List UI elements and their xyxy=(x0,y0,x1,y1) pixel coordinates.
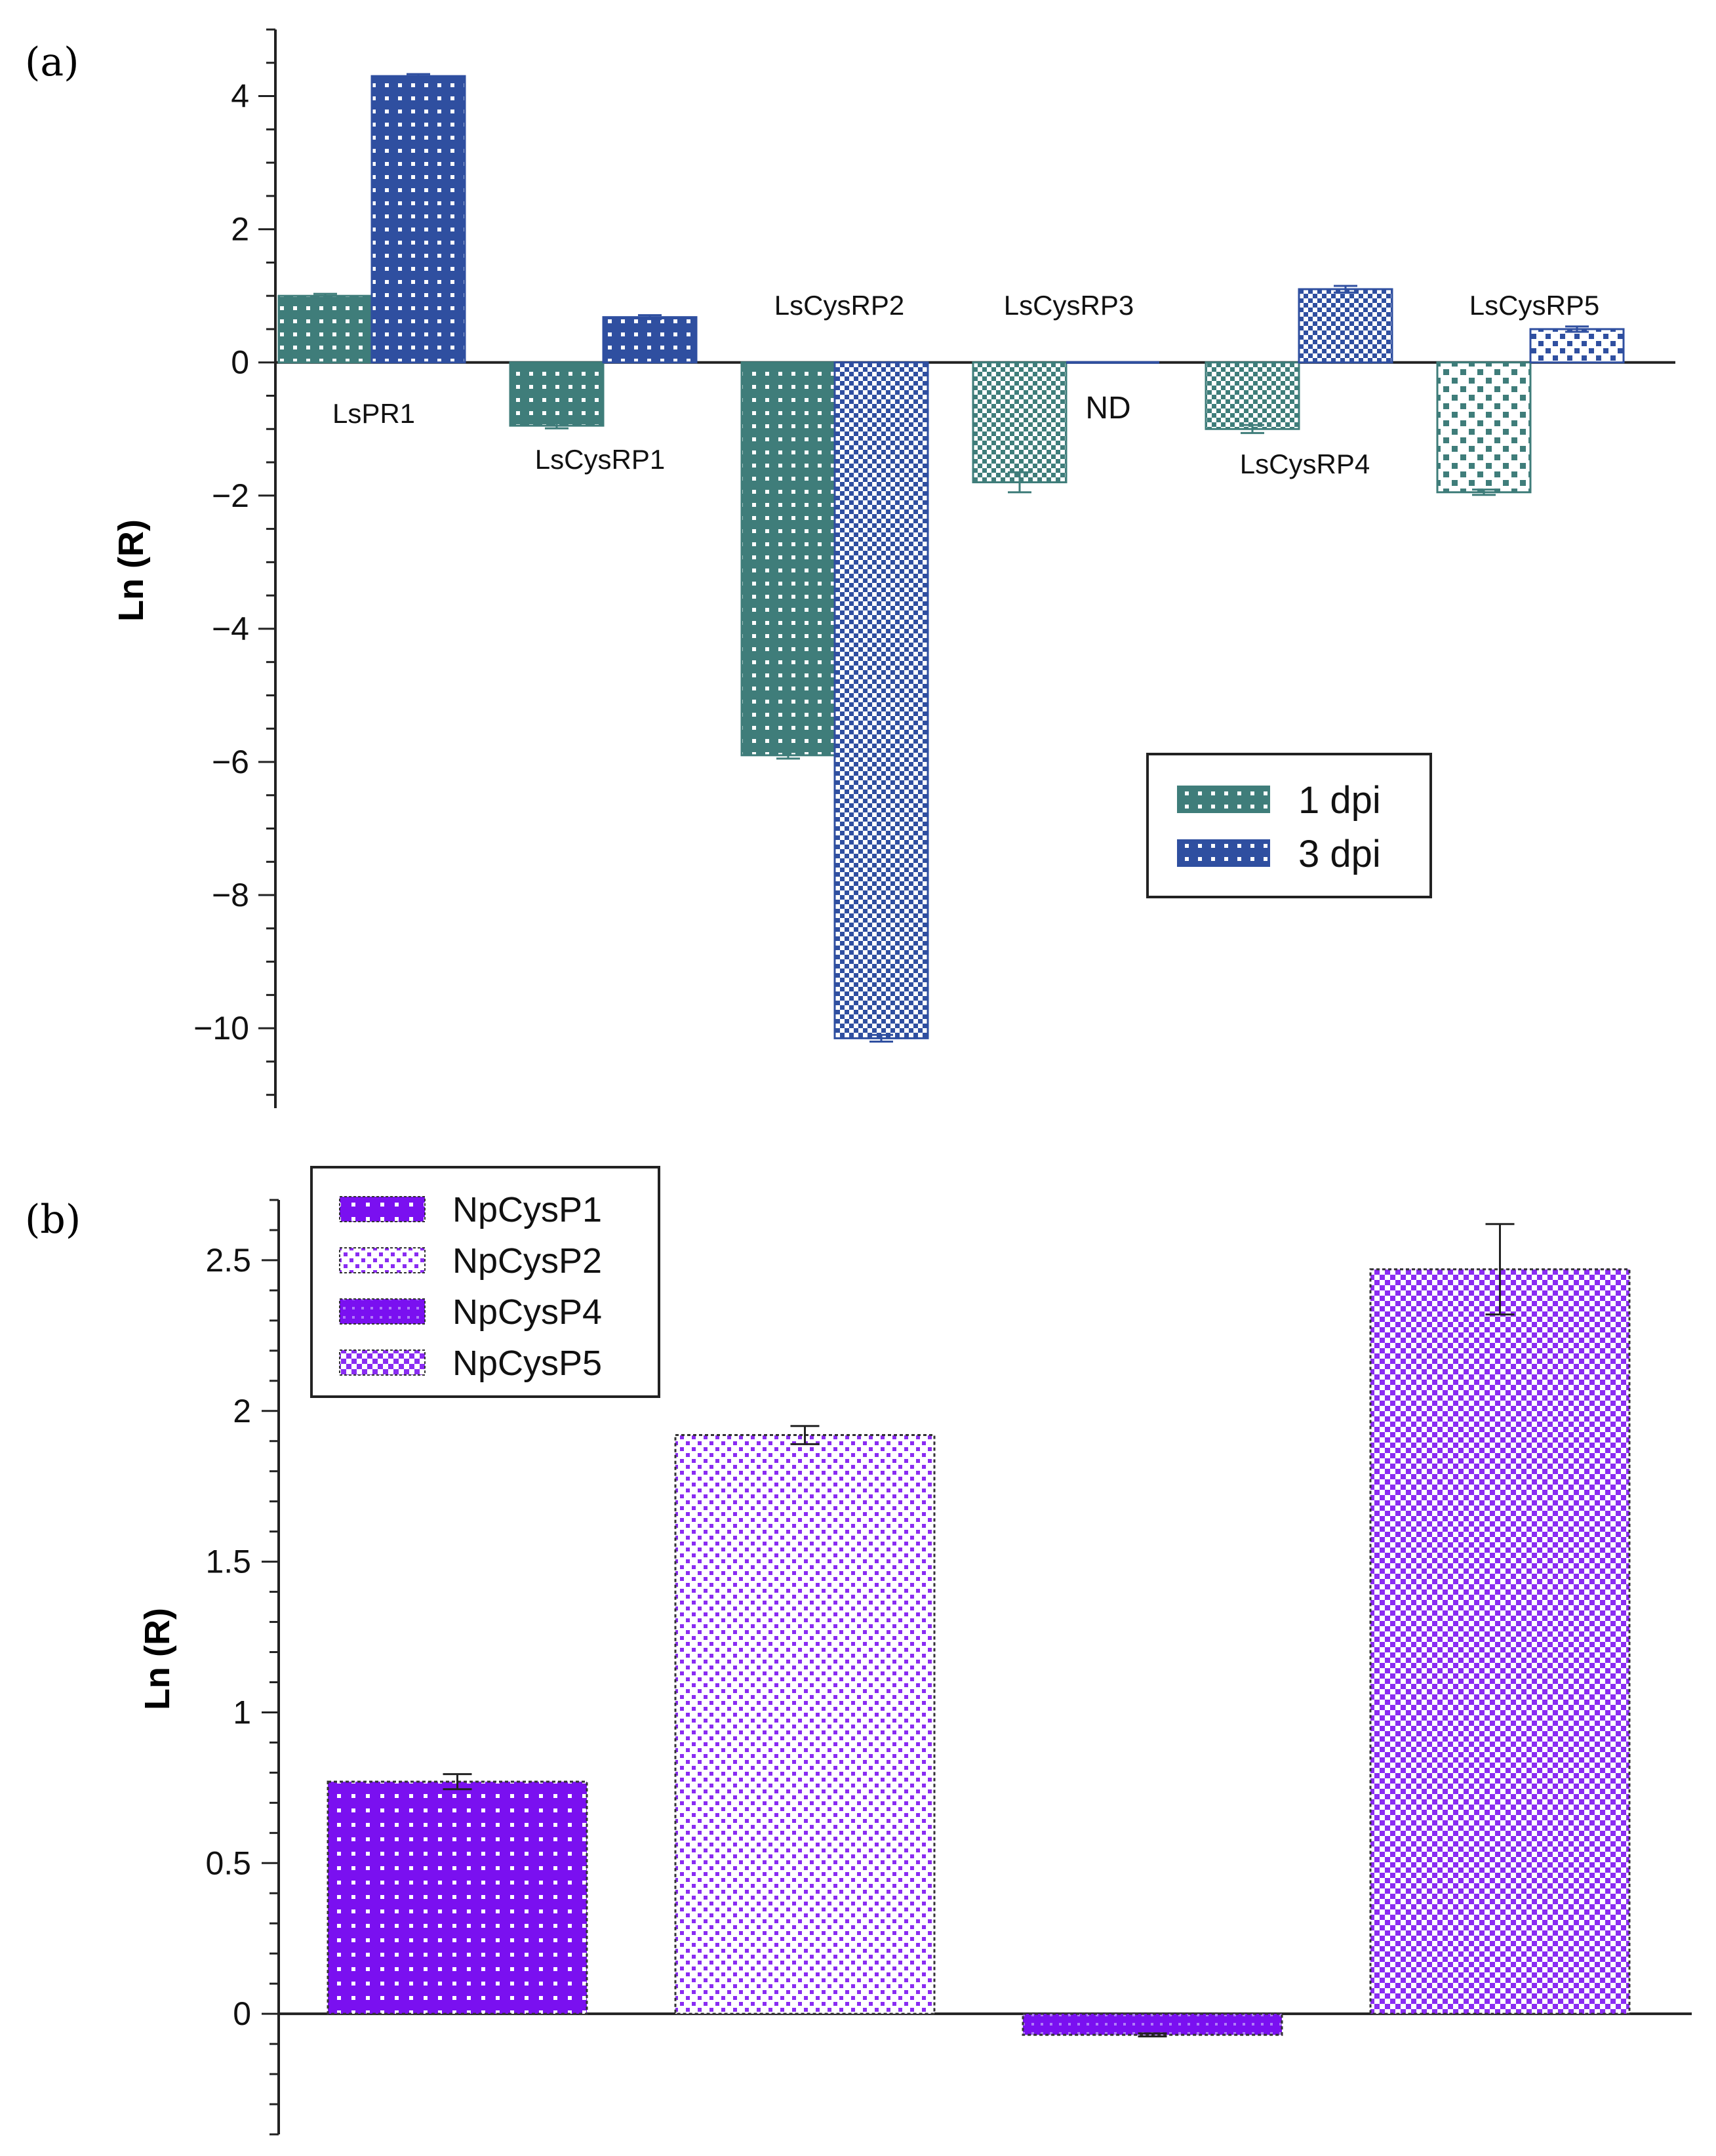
bar-LsCysRP2-3dpi xyxy=(833,361,929,1039)
y-tick-label: −10 xyxy=(193,1010,249,1047)
y-tick-label: 0.5 xyxy=(205,1845,251,1881)
panel-a-y-axis-title: Ln (R) xyxy=(111,519,151,622)
bar-LsCysRP4-1dpi xyxy=(1205,361,1300,430)
panel-a-letter: (a) xyxy=(25,39,79,85)
bar-LsCysRP5-3dpi xyxy=(1529,328,1625,364)
bar-LsCysRP1-3dpi xyxy=(602,316,698,364)
y-tick-label: 1 xyxy=(233,1694,251,1730)
panel-b-y-axis-title: Ln (R) xyxy=(138,1608,177,1710)
panel-b: (b) 0 0.5 1 1.5 2 2.5 Ln (R) NpCysP1 NpCysP2 … xyxy=(25,1166,1692,2136)
category-label-LsCysRP1: LsCysRP1 xyxy=(535,444,665,475)
y-tick-label: 4 xyxy=(231,78,249,115)
category-label-LsCysRP4: LsCysRP4 xyxy=(1240,449,1370,479)
legend-label-npcysp1: NpCysP1 xyxy=(452,1190,602,1229)
bar-NpCysP5 xyxy=(1369,1268,1631,2015)
legend-swatch-npcysp4 xyxy=(339,1298,426,1325)
category-label-LsCysRP3: LsCysRP3 xyxy=(1004,290,1134,321)
bar-LsCysRP3-1dpi xyxy=(972,361,1068,483)
panel-b-legend: NpCysP1 NpCysP2 NpCysP4 NpCysP5 xyxy=(310,1166,660,1398)
bar-LsCysRP1-1dpi xyxy=(509,361,605,427)
panel-b-letter: (b) xyxy=(25,1197,81,1243)
legend-label-3dpi: 3 dpi xyxy=(1298,833,1381,875)
y-tick-label: −6 xyxy=(212,744,249,780)
y-tick-label: 0 xyxy=(231,344,249,381)
y-tick-label: −2 xyxy=(212,477,249,514)
bar-LsCysRP4-3dpi xyxy=(1298,288,1393,364)
legend-swatch-npcysp1 xyxy=(339,1196,426,1222)
panel-b-bars xyxy=(327,1223,1631,2038)
annotation-nd: ND xyxy=(1085,391,1130,426)
legend-label-npcysp4: NpCysP4 xyxy=(452,1292,602,1332)
bar-NpCysP1 xyxy=(327,1780,588,2015)
legend-box xyxy=(1146,753,1432,898)
legend-label-npcysp5: NpCysP5 xyxy=(452,1344,602,1383)
panel-a-legend: 1 dpi 3 dpi xyxy=(1146,753,1432,898)
bar-LsCysRP2-1dpi xyxy=(740,361,836,757)
legend-swatch-1dpi xyxy=(1177,786,1270,813)
legend-label-npcysp2: NpCysP2 xyxy=(452,1241,602,1281)
y-tick-label: 2 xyxy=(233,1393,251,1429)
legend-swatch-npcysp2 xyxy=(339,1247,426,1273)
y-tick-label: −4 xyxy=(212,610,249,647)
category-label-LsPR1: LsPR1 xyxy=(332,398,415,429)
category-label-LsCysRP5: LsCysRP5 xyxy=(1469,290,1599,321)
bar-LsPR1-3dpi xyxy=(370,75,466,364)
legend-label-1dpi: 1 dpi xyxy=(1298,779,1381,822)
bar-LsCysRP5-1dpi xyxy=(1436,361,1532,494)
bar-LsPR1-1dpi xyxy=(277,294,373,364)
panel-a-y-axis: −10 −8 −6 −4 −2 0 2 4 xyxy=(193,28,1675,1108)
bar-NpCysP4 xyxy=(1022,2012,1283,2036)
y-tick-label: 0 xyxy=(233,1995,251,2032)
legend-swatch-npcysp5 xyxy=(339,1349,426,1376)
y-tick-label: 1.5 xyxy=(205,1544,251,1580)
panel-a-bars xyxy=(277,73,1625,1043)
bar-NpCysP2 xyxy=(674,1434,936,2015)
panel-a: (a) −10 −8 −6 −4 −2 0 2 4 LsPR1 LsCysRP1 LsCysRP2… xyxy=(25,28,1675,1108)
legend-swatch-3dpi xyxy=(1177,839,1270,867)
category-label-LsCysRP2: LsCysRP2 xyxy=(774,290,904,321)
y-tick-label: 2 xyxy=(231,211,249,248)
y-tick-label: 2.5 xyxy=(205,1242,251,1279)
panel-a-category-labels: LsPR1 LsCysRP1 LsCysRP2 LsCysRP3 LsCysRP4 LsC… xyxy=(332,290,1599,479)
y-tick-label: −8 xyxy=(212,877,249,913)
